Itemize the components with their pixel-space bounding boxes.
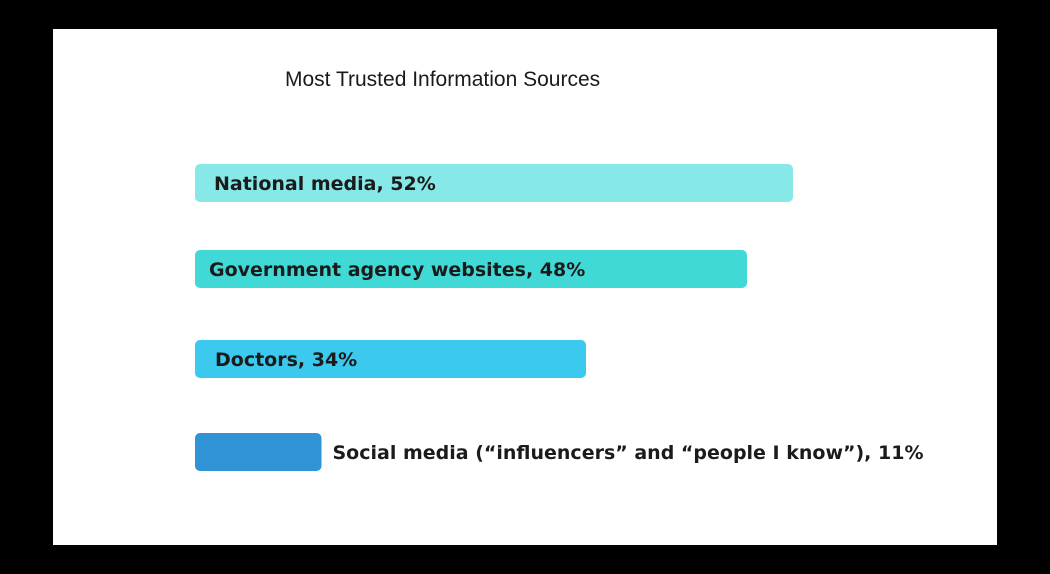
bar-3 [195,340,586,378]
bar-label-1: National media, 52% [214,173,436,195]
bar-1 [195,164,793,202]
bar-2 [195,250,747,288]
chart-title: Most Trusted Information Sources [285,68,601,91]
bar-4 [195,433,322,471]
bar-label-4: Social media (“influencers” and “people … [333,442,924,464]
bar-label-3: Doctors, 34% [215,349,357,371]
bar-label-2: Government agency websites, 48% [209,259,585,281]
